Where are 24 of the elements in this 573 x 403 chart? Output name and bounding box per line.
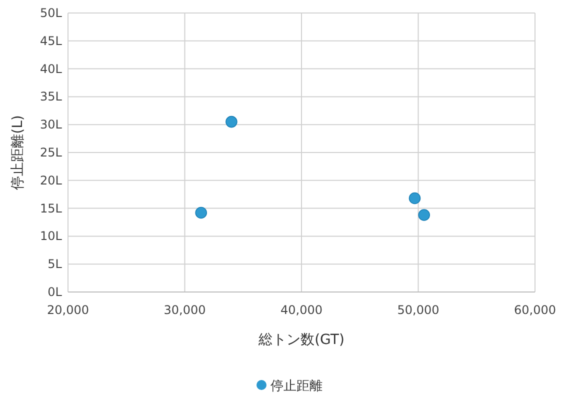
x-tick-label: 20,000	[47, 303, 89, 317]
y-tick-label: 35L	[40, 90, 62, 104]
x-tick-label: 40,000	[280, 303, 322, 317]
x-tick-label: 50,000	[397, 303, 440, 317]
x-axis-title: 総トン数(GT)	[258, 332, 344, 348]
point	[408, 192, 421, 204]
y-axis-title: 停止距離(L)	[10, 115, 26, 190]
y-tick-label: 30L	[40, 118, 62, 132]
legend: 停止距離	[256, 379, 322, 394]
y-tick-label: 15L	[40, 201, 62, 216]
x-tick-label: 60,000	[514, 303, 556, 317]
y-tick-label: 5L	[48, 257, 62, 272]
point	[195, 206, 207, 219]
point	[418, 209, 430, 221]
y-tick-label: 45L	[40, 34, 62, 48]
y-tick-label: 20L	[40, 173, 62, 188]
y-tick-label: 25L	[40, 146, 62, 160]
y-tick-label: 0L	[48, 285, 62, 299]
y-tick-label: 40L	[40, 62, 62, 76]
point	[226, 116, 238, 128]
y-tick-label: 50L	[40, 6, 62, 20]
x-tick-label: 30,000	[164, 303, 206, 317]
legend-label: 停止距離	[270, 379, 322, 394]
y-tick-label: 10L	[40, 229, 62, 244]
